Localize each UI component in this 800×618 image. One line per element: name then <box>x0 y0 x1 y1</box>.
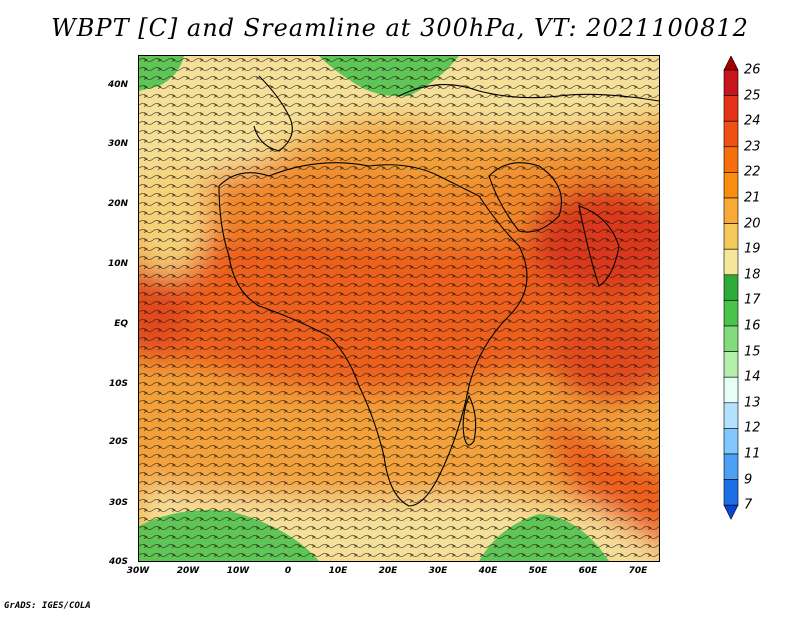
colorbar-swatch <box>723 325 739 352</box>
colorbar-swatch <box>723 56 739 71</box>
lon-tick-label: 10W <box>226 566 250 576</box>
lon-tick-label: 20W <box>176 566 200 576</box>
colorbar-label: 15 <box>744 344 761 360</box>
colorbar-swatch <box>723 69 739 96</box>
colorbar-swatch <box>723 504 739 520</box>
grads-credit: GrADS: IGES/COLA <box>4 601 91 611</box>
lon-tick-label: 40E <box>478 566 498 576</box>
streamline-map <box>138 55 660 562</box>
colorbar-label: 23 <box>744 139 761 155</box>
colorbar-label: 16 <box>744 318 761 334</box>
colorbar-label: 17 <box>744 292 761 308</box>
lat-tick-label: 10S <box>108 379 128 389</box>
colorbar-label: 14 <box>744 369 761 385</box>
coastlines <box>218 75 659 507</box>
map-canvas <box>139 56 659 561</box>
colorbar-label: 24 <box>744 113 761 129</box>
colorbar-label: 26 <box>744 62 761 78</box>
colorbar-swatch <box>723 479 739 506</box>
streamlines <box>139 56 659 561</box>
colorbar-swatch <box>723 300 739 327</box>
lat-tick-label: 20S <box>108 437 128 447</box>
colorbar-label: 20 <box>744 216 761 232</box>
colorbar-label: 9 <box>744 472 753 488</box>
lat-tick-label: 30N <box>107 139 128 149</box>
lat-tick-label: EQ <box>114 319 128 329</box>
map-title: WBPT [C] and Sreamline at 300hPa, VT: 20… <box>51 14 749 42</box>
colorbar-label: 12 <box>744 420 761 436</box>
lon-tick-label: 60E <box>578 566 598 576</box>
colorbar-label: 21 <box>744 190 761 206</box>
lat-tick-label: 10N <box>107 259 128 269</box>
lat-tick-label: 20N <box>107 199 128 209</box>
lon-tick-label: 30W <box>126 566 150 576</box>
colorbar-swatch <box>723 428 739 455</box>
colorbar-swatch <box>723 223 739 250</box>
lon-tick-label: 30E <box>428 566 448 576</box>
colorbar-label: 13 <box>744 395 761 411</box>
colorbar-swatch <box>723 248 739 276</box>
lat-tick-label: 40N <box>107 80 128 90</box>
lon-tick-label: 10E <box>328 566 348 576</box>
lat-tick-label: 40S <box>108 557 128 567</box>
colorbar-swatch <box>723 402 739 429</box>
lon-tick-label: 50E <box>528 566 548 576</box>
colorbar-swatch <box>723 274 739 301</box>
colorbar-label: 19 <box>744 241 761 257</box>
lon-tick-label: 70E <box>628 566 648 576</box>
lat-tick-label: 30S <box>108 498 128 508</box>
colorbar-swatch <box>723 95 739 122</box>
colorbar-swatch <box>723 376 739 404</box>
colorbar-label: 18 <box>744 267 761 283</box>
colorbar <box>723 56 739 520</box>
colorbar-label: 22 <box>744 164 761 180</box>
colorbar-label: 7 <box>744 497 753 513</box>
colorbar-swatch <box>723 120 739 148</box>
colorbar-swatch <box>723 351 739 378</box>
colorbar-swatch <box>723 146 739 173</box>
lon-tick-label: 0 <box>284 566 292 576</box>
lon-tick-label: 20E <box>378 566 398 576</box>
colorbar-label: 11 <box>744 446 761 462</box>
colorbar-swatch <box>723 197 739 224</box>
colorbar-label: 25 <box>744 88 761 104</box>
colorbar-swatch <box>723 453 739 480</box>
colorbar-swatch <box>723 172 739 199</box>
